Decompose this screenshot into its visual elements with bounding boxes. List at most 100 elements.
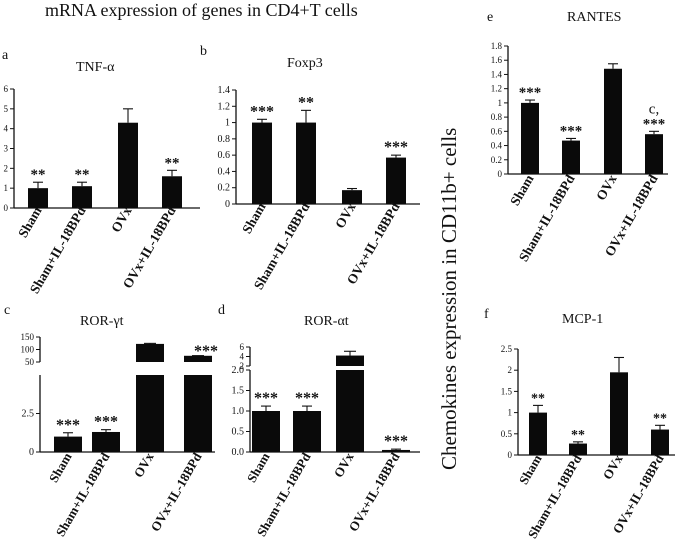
significance-label-a: ** bbox=[165, 155, 180, 171]
bar-c bbox=[136, 375, 164, 452]
y-tick-label-d: 2.0 bbox=[232, 365, 245, 376]
bar-b bbox=[386, 157, 406, 204]
x-tick-label-d: Sham bbox=[244, 450, 273, 485]
panel-letter-f: f bbox=[484, 307, 489, 322]
y-tick-label-f: 2.5 bbox=[501, 344, 513, 354]
x-tick-label-c: Sham bbox=[46, 450, 75, 485]
y-tick-label-d: 6 bbox=[240, 342, 245, 352]
significance-label-d: *** bbox=[384, 433, 408, 450]
panel-title-d: ROR-αt bbox=[304, 314, 349, 329]
bar-e bbox=[521, 102, 539, 174]
significance-label-e: *** bbox=[560, 123, 583, 139]
bar-a bbox=[28, 188, 48, 208]
panel-title-b: Foxp3 bbox=[287, 56, 323, 71]
bar-b bbox=[342, 190, 362, 204]
panel-title-e: RANTES bbox=[567, 10, 622, 25]
y-tick-label-f: 1 bbox=[508, 408, 513, 418]
y-tick-label-c: 150 bbox=[21, 332, 35, 342]
y-tick-label-d: 4 bbox=[240, 352, 245, 362]
significance-label-b: ** bbox=[298, 94, 314, 111]
y-tick-label-d: 2 bbox=[240, 361, 245, 371]
bar-a bbox=[162, 176, 182, 208]
y-tick-label-b: 0 bbox=[225, 199, 230, 210]
bar-upper-d bbox=[336, 355, 364, 366]
panel-letter-b: b bbox=[200, 44, 207, 59]
y-tick-label-a: 3 bbox=[4, 144, 9, 154]
panel-title-f: MCP-1 bbox=[562, 312, 604, 327]
y-tick-label-a: 1 bbox=[4, 183, 9, 193]
y-tick-label-e: 0.8 bbox=[491, 112, 503, 122]
y-tick-label-c: 0 bbox=[29, 447, 34, 458]
significance-label-b: *** bbox=[384, 139, 408, 156]
significance-label-f: ** bbox=[571, 428, 585, 443]
y-tick-label-f: 0.5 bbox=[501, 429, 513, 439]
significance-label-a: ** bbox=[75, 167, 90, 183]
bar-a bbox=[118, 122, 138, 208]
significance-label-f: ** bbox=[653, 411, 667, 426]
bar-d bbox=[252, 411, 280, 452]
y-tick-label-f: 2 bbox=[508, 365, 513, 375]
panel-title-c: ROR-γt bbox=[80, 314, 124, 329]
y-tick-label-b: 0.4 bbox=[218, 166, 231, 177]
y-tick-label-b: 1 bbox=[225, 118, 230, 129]
significance-label-e: c, bbox=[649, 101, 659, 117]
panel-letter-d: d bbox=[218, 303, 225, 318]
bar-c bbox=[184, 375, 212, 452]
figure-title: mRNA expression of genes in CD4+T cells bbox=[45, 0, 358, 20]
panel-letter-e: e bbox=[487, 10, 494, 25]
bar-upper-c bbox=[136, 343, 164, 362]
y-tick-label-b: 0.8 bbox=[218, 134, 231, 145]
bar-a bbox=[72, 186, 92, 208]
significance-label-f: ** bbox=[531, 391, 545, 406]
bar-c bbox=[92, 431, 120, 452]
x-tick-label-e: OVx bbox=[593, 172, 620, 203]
bar-b bbox=[296, 122, 316, 204]
y-tick-label-e: 0.2 bbox=[491, 155, 502, 165]
y-tick-label-b: 1.2 bbox=[218, 101, 231, 112]
bar-f bbox=[651, 429, 669, 455]
y-tick-label-a: 0 bbox=[4, 203, 9, 213]
y-tick-label-f: 1.5 bbox=[501, 386, 513, 396]
x-tick-label-f: OVx bbox=[600, 452, 626, 482]
panel-letter-a: a bbox=[2, 48, 9, 63]
bar-e bbox=[604, 68, 622, 174]
significance-label-e: *** bbox=[643, 116, 666, 132]
y-tick-label-e: 1.2 bbox=[491, 84, 502, 94]
y-tick-label-d: 1.0 bbox=[232, 406, 245, 417]
y-tick-label-e: 0 bbox=[498, 169, 503, 179]
significance-label-d: *** bbox=[254, 390, 278, 407]
bar-f bbox=[610, 372, 628, 455]
y-tick-label-c: 100 bbox=[21, 345, 35, 355]
x-tick-label-d: OVx+IL-18BPd bbox=[345, 449, 403, 534]
bar-upper-c bbox=[184, 355, 212, 362]
y-tick-label-c: 50 bbox=[25, 357, 35, 367]
y-tick-label-d: 0.0 bbox=[232, 447, 245, 458]
significance-label-e: *** bbox=[519, 85, 542, 101]
bar-c bbox=[54, 436, 82, 452]
y-tick-label-b: 1.4 bbox=[218, 85, 231, 96]
bar-d bbox=[336, 370, 364, 452]
y-tick-label-d: 0.5 bbox=[232, 427, 245, 438]
panel-title-a: TNF-α bbox=[76, 60, 115, 75]
significance-label-c: *** bbox=[94, 414, 118, 431]
significance-label-d: *** bbox=[295, 390, 319, 407]
y-tick-label-e: 1 bbox=[498, 98, 503, 108]
bar-f bbox=[529, 412, 547, 455]
y-tick-label-a: 5 bbox=[4, 104, 9, 114]
x-tick-label-a: Sham bbox=[15, 203, 45, 240]
x-tick-label-e: Sham bbox=[507, 171, 537, 208]
panel-letter-c: c bbox=[4, 303, 11, 318]
y-tick-label-e: 0.6 bbox=[491, 126, 503, 136]
x-tick-label-d: OVx bbox=[331, 450, 357, 480]
significance-label-c: *** bbox=[56, 417, 80, 434]
x-tick-label-c: OVx+IL-18BPd bbox=[147, 449, 205, 534]
y-tick-label-e: 1.4 bbox=[491, 69, 503, 79]
bar-e bbox=[562, 140, 580, 174]
bar-e bbox=[645, 134, 663, 174]
x-tick-label-b: Sham bbox=[239, 199, 269, 236]
y-tick-label-f: 0 bbox=[508, 450, 513, 460]
y-tick-label-d: 1.5 bbox=[232, 386, 245, 397]
y-tick-label-a: 4 bbox=[4, 124, 9, 134]
bar-b bbox=[252, 122, 272, 204]
